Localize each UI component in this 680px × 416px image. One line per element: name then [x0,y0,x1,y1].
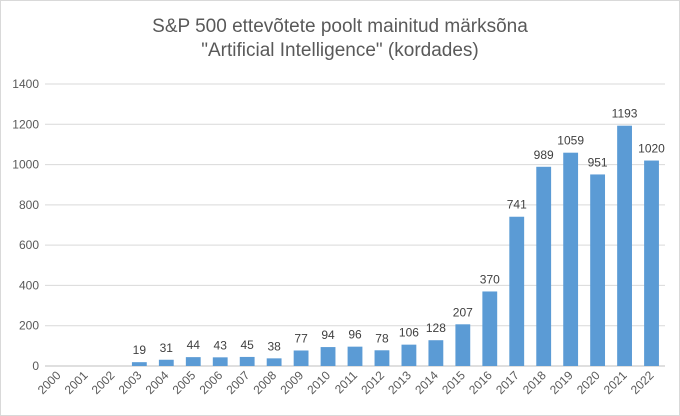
y-tick-label: 600 [19,238,39,252]
chart-title-line2: "Artificial Intelligence" (kordades) [201,40,479,61]
x-tick-label: 2018 [520,368,549,397]
bar [536,166,552,366]
y-tick-label: 1200 [12,117,39,131]
x-tick-label: 2004 [143,368,172,397]
bar [239,356,255,366]
chart-title-line1: S&P 500 ettevõtete poolt mainitud märksõ… [152,16,528,37]
x-tick-label: 2008 [250,368,279,397]
bar [158,359,174,366]
data-label: 44 [187,338,201,352]
x-tick-label: 2014 [412,368,441,397]
data-label: 106 [399,326,419,340]
bar [185,357,201,366]
y-tick-label: 1400 [12,77,39,91]
bar [455,324,471,366]
y-tick-label: 200 [19,319,39,333]
data-label: 989 [534,148,554,162]
data-label: 96 [348,328,362,342]
x-tick-label: 2019 [547,368,576,397]
x-tick-label: 2012 [358,368,387,397]
x-tick-label: 2020 [574,368,603,397]
x-tick-label: 2007 [224,368,253,397]
bar [644,160,659,366]
chart-title: S&P 500 ettevõtete poolt mainitud märksõ… [1,15,679,63]
x-tick-label: 2000 [35,368,64,397]
data-label: 45 [240,338,254,352]
data-label: 128 [426,321,446,335]
data-label: 741 [507,198,527,212]
y-tick-label: 800 [19,198,39,212]
bar [509,216,525,366]
x-tick-label: 2005 [170,368,199,397]
x-tick-label: 2017 [493,368,522,397]
y-tick-label: 400 [19,278,39,292]
bar [590,174,606,366]
x-tick-label: 2011 [332,368,360,396]
bar [293,350,309,366]
data-label: 38 [267,339,281,353]
data-label: 951 [588,155,608,169]
bar [347,346,363,366]
data-label: 19 [133,343,147,357]
data-label: 31 [160,341,174,355]
y-tick-label: 0 [32,359,39,373]
bar [131,362,147,366]
bar [482,291,498,366]
bar [374,350,390,366]
data-label: 94 [321,328,335,342]
x-tick-label: 2001 [62,368,91,397]
data-label: 77 [294,331,308,345]
x-tick-label: 2016 [466,368,495,397]
x-tick-label: 2009 [277,368,306,397]
data-label: 370 [480,272,500,286]
x-tick-label: 2021 [601,368,630,397]
x-tick-label: 2013 [385,368,414,397]
bar [617,125,632,367]
x-tick-label: 2003 [116,368,145,397]
y-tick-label: 1000 [12,158,39,172]
x-tick-label: 2002 [89,368,118,397]
data-label: 43 [214,338,228,352]
bar [320,347,336,366]
data-label: 207 [453,305,473,319]
x-tick-label: 2015 [439,368,468,397]
data-label: 1059 [557,134,584,148]
bar [212,357,228,366]
data-label: 78 [375,331,389,345]
x-tick-label: 2010 [304,368,333,397]
x-tick-label: 2022 [628,368,657,397]
bar [563,152,579,366]
x-tick-label: 2006 [197,368,226,397]
bar [266,358,282,366]
data-label: 1193 [612,107,638,121]
bar [401,344,417,366]
bar [428,340,444,366]
data-label: 1020 [638,142,665,156]
